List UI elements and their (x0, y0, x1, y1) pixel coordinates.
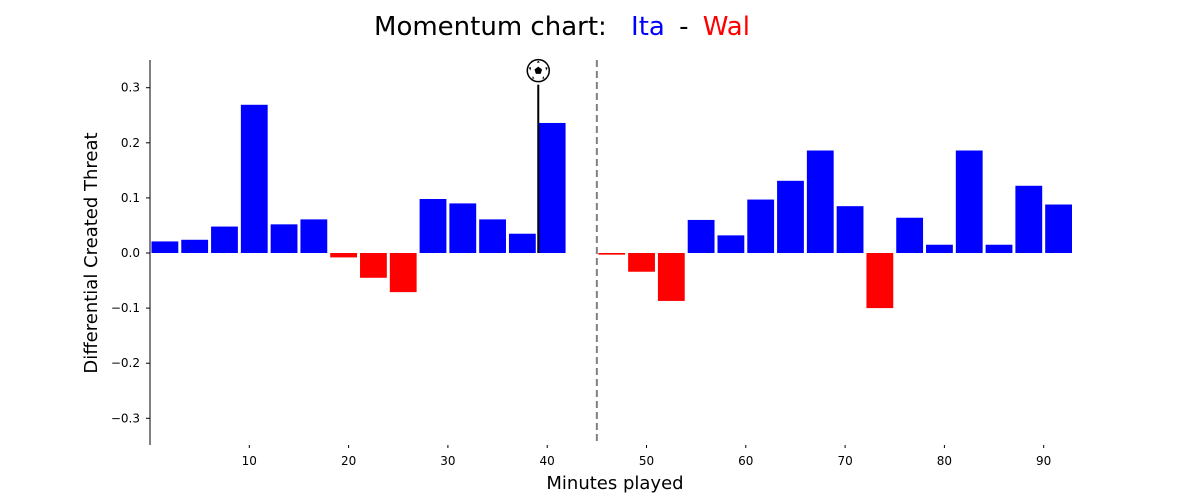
y-tick-label: 0.1 (121, 191, 140, 205)
momentum-bar (508, 233, 536, 253)
momentum-bar (628, 253, 655, 272)
y-tick-label: 0.3 (121, 81, 140, 95)
momentum-bar (806, 150, 834, 253)
chart-title: Momentum chart: Ita - Wal (374, 12, 750, 42)
momentum-bar (777, 180, 804, 253)
momentum-bar (955, 150, 983, 253)
momentum-bar (747, 199, 775, 253)
momentum-bar (717, 235, 745, 253)
soccer-ball-icon (526, 58, 551, 83)
momentum-bar (270, 224, 298, 253)
y-tick-label: −0.3 (111, 411, 140, 425)
y-tick-label: −0.1 (111, 301, 140, 315)
chart-title-prefix: Momentum chart: (374, 12, 607, 42)
x-tick-label: 80 (937, 454, 952, 468)
momentum-bar (657, 253, 685, 301)
y-tick-label: −0.2 (111, 356, 140, 370)
momentum-bar (151, 241, 179, 253)
momentum-bar (896, 217, 924, 253)
momentum-bar (419, 199, 447, 253)
momentum-bar (211, 226, 238, 253)
x-axis-title: Minutes played (546, 473, 683, 494)
x-tick-label: 60 (738, 454, 753, 468)
x-tick-label: 70 (837, 454, 852, 468)
momentum-bar (926, 244, 953, 253)
momentum-bar (598, 253, 626, 255)
momentum-bar (866, 253, 894, 309)
momentum-bar (181, 239, 209, 253)
momentum-bar (687, 219, 715, 253)
x-tick-label: 20 (341, 454, 356, 468)
x-tick-label: 90 (1036, 454, 1051, 468)
chart-title-home-team: Ita (631, 12, 665, 42)
momentum-bar (1045, 204, 1073, 253)
momentum-bar (330, 253, 358, 258)
momentum-bar (1015, 185, 1043, 253)
y-tick-label: 0.2 (121, 136, 140, 150)
momentum-bar (360, 253, 387, 278)
chart-title-separator: - (679, 12, 688, 42)
momentum-bar (479, 219, 506, 253)
x-tick-label: 10 (242, 454, 257, 468)
momentum-bar (240, 104, 268, 253)
momentum-bar (836, 206, 864, 253)
y-tick-label: 0.0 (121, 246, 140, 260)
momentum-bar (389, 253, 417, 293)
momentum-bar (449, 203, 477, 253)
momentum-bar (300, 219, 328, 253)
momentum-bar (985, 244, 1013, 253)
plot-area: −0.3 −0.2 −0.1 0.0 0.1 0.2 0.3 10 20 30 40 50 60 70 80… (111, 58, 1073, 468)
momentum-bar (538, 122, 566, 254)
x-tick-label: 40 (540, 454, 555, 468)
x-tick-label: 30 (440, 454, 455, 468)
y-axis-title: Differential Created Threat (81, 132, 102, 373)
chart-title-away-team: Wal (703, 12, 750, 42)
x-tick-label: 50 (639, 454, 654, 468)
